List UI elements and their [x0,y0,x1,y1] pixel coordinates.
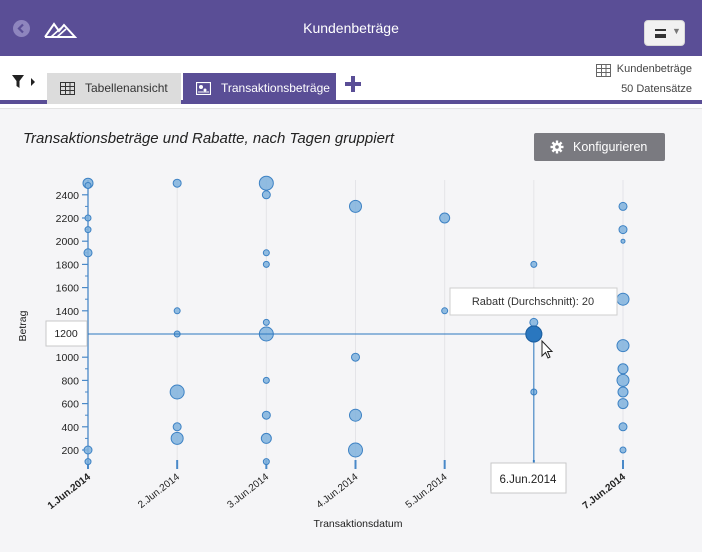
tab-tabellenansicht[interactable]: Tabellenansicht [47,73,181,104]
table-icon [60,82,75,95]
data-point [262,458,270,466]
table-icon [596,64,611,77]
y-axis-title: Betrag [17,310,29,341]
data-point [351,352,360,362]
crosshair-overlay: 1200 6.Jun.2014 Rabatt (Durchschnitt): 20 [45,287,618,494]
data-point [439,212,451,224]
data-point [619,446,627,454]
app-title: Kundenbeträge [303,20,399,36]
data-point [84,458,92,466]
chart-icon [196,82,211,95]
x-tick-label: 7.Jun.2014 [581,471,628,511]
y-tick-label: 1600 [56,283,80,295]
data-point [172,178,182,188]
tab-label: Tabellenansicht [85,81,168,95]
data-point [348,442,363,458]
data-point [530,260,538,268]
y-tick-label: 1000 [56,352,80,364]
data-point [529,317,539,327]
tooltip-box [449,287,618,316]
data-point [260,432,272,444]
x-tick-label: 1.Jun.2014 [46,471,93,511]
data-point [84,214,92,222]
tab-bar: Tabellenansicht Transaktionsbeträge Kund… [0,56,702,104]
data-point [349,408,362,422]
y-ticks: 200 400 600 800 1000 1200 1400 1600 1800 2000 2200… [56,182,88,457]
crosshair-x-box [490,462,567,494]
y-tick-label: 2000 [56,236,80,248]
data-point [617,363,629,375]
data-point [616,339,630,353]
tab-label: Transaktionsbeträge [221,81,330,95]
crosshair-y-label: 1200 [54,328,78,340]
configure-button[interactable]: Konfigurieren [534,133,665,161]
top-bar: Kundenbeträge ▼ [0,0,702,56]
data-point [83,445,93,455]
add-tab-icon[interactable] [345,76,361,92]
data-point [618,201,628,211]
mouse-cursor-icon [541,339,554,359]
data-point [84,226,92,234]
data-point [617,398,629,410]
highlighted-point-marker [525,325,543,343]
x-tick-label: 2.Jun.2014 [136,471,182,510]
y-tick-label: 400 [61,422,79,434]
y-tick-label: 1800 [56,259,80,271]
data-point [261,190,271,200]
y-tick-label: 2400 [56,190,80,202]
data-point [616,292,630,306]
scatter-chart[interactable]: 1.Jun.2014 2.Jun.2014 3.Jun.2014 4.Jun.2014… [0,108,702,552]
data-point [169,384,185,400]
y-tick-label: 600 [61,399,79,411]
chart-title: Transaktionsbeträge und Rabatte, nach Ta… [23,130,395,147]
x-tick-label: 4.Jun.2014 [315,471,361,510]
back-icon[interactable] [13,20,30,37]
data-point [261,410,271,420]
chevron-down-icon: ▼ [672,26,681,36]
y-tick-label: 800 [61,375,79,387]
data-point [83,248,93,258]
data-point [84,182,92,190]
record-count: 50 Datensätze [621,83,692,95]
data-point [349,199,362,213]
y-tick-label: 200 [61,445,79,457]
data-point [618,422,628,432]
data-point [441,307,449,315]
tab-transaktionsbetraege[interactable]: Transaktionsbeträge [183,73,336,104]
data-point [172,422,182,432]
x-tick-label: 5.Jun.2014 [404,471,450,510]
chart-panel: Transaktionsbeträge und Rabatte, nach Ta… [0,108,702,552]
data-point [618,225,628,235]
data-point [258,175,274,191]
data-point [616,373,630,387]
filter-icon[interactable] [12,75,36,89]
gear-icon [550,140,564,154]
data-point [262,318,270,326]
configure-label: Konfigurieren [573,140,648,154]
data-point [262,249,270,257]
y-tick-label: 1400 [56,306,80,318]
crosshair-y-box [45,320,88,347]
x-axis-title: Transaktionsdatum [314,518,403,530]
mountain-logo-icon[interactable] [43,18,77,40]
data-point [262,260,270,268]
data-point [170,431,184,445]
datasource-name[interactable]: Kundenbeträge [616,63,692,75]
data-point [620,238,626,244]
menu-button[interactable]: ▼ [644,20,685,46]
data-point [262,376,270,384]
data-point [617,386,629,398]
y-tick-label: 2200 [56,213,80,225]
tooltip-text: Rabatt (Durchschnitt): 20 [472,296,594,308]
data-point [173,307,181,315]
x-tick-label: 3.Jun.2014 [225,471,271,510]
hamburger-icon [655,29,666,38]
crosshair-x-label: 6.Jun.2014 [500,474,558,486]
